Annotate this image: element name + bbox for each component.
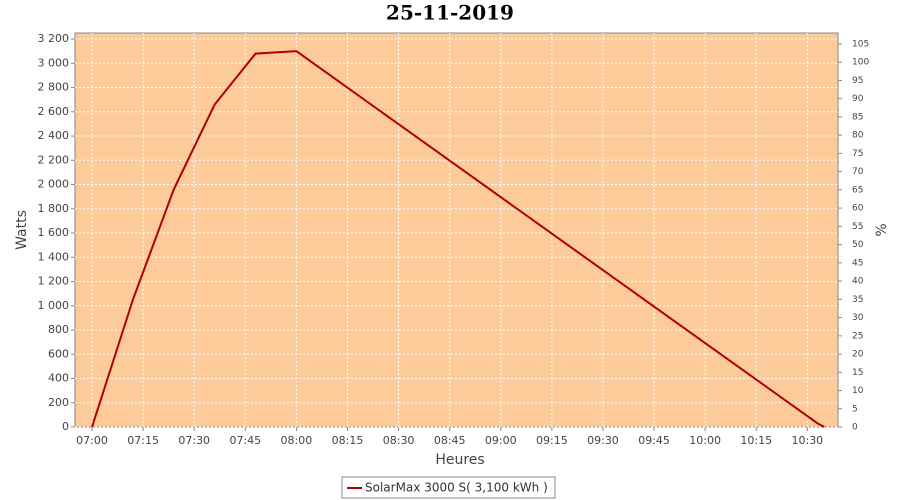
y2-tick-label: 15: [852, 368, 863, 378]
x-tick-label: 08:45: [434, 434, 466, 447]
x-tick-label: 08:30: [383, 434, 415, 447]
y2-tick-label: 70: [852, 167, 864, 177]
y-tick-label: 0: [62, 420, 69, 433]
y-tick-label: 1 600: [38, 226, 70, 239]
y-tick-label: 2 400: [38, 129, 70, 142]
x-tick-label: 07:45: [229, 434, 261, 447]
y2-tick-label: 25: [852, 331, 863, 341]
y-axis-title: Watts: [14, 210, 30, 250]
y-tick-label: 2 000: [38, 178, 70, 191]
y2-tick-label: 50: [852, 240, 864, 250]
x-tick-label: 07:00: [76, 434, 108, 447]
y2-tick-label: 45: [852, 258, 863, 268]
legend-box: [341, 476, 556, 499]
y2-tick-label: 95: [852, 76, 863, 86]
x-tick-label: 07:15: [127, 434, 159, 447]
x-tick-label: 09:15: [536, 434, 568, 447]
y2-tick-label: 105: [852, 39, 869, 49]
y2-axis-title: %: [874, 223, 890, 236]
y-tick-label: 3 200: [38, 32, 70, 45]
y-tick-label: 2 600: [38, 105, 70, 118]
y-tick-label: 800: [48, 323, 69, 336]
y2-tick-label: 0: [852, 423, 858, 433]
x-tick-label: 10:30: [791, 434, 823, 447]
chart-title: 25-11-2019: [386, 1, 514, 25]
x-tick-label: 09:45: [638, 434, 670, 447]
y2-tick-label: 75: [852, 149, 863, 159]
y2-tick-label: 40: [852, 277, 864, 287]
y-tick-label: 400: [48, 372, 69, 385]
y2-tick-label: 5: [852, 404, 858, 414]
y-tick-label: 2 200: [38, 153, 70, 166]
legend-label: SolarMax 3000 S( 3,100 kWh ): [365, 481, 548, 495]
y-tick-label: 3 000: [38, 56, 70, 69]
y2-tick-label: 85: [852, 112, 863, 122]
x-tick-label: 08:00: [281, 434, 313, 447]
y2-tick-label: 20: [852, 350, 864, 360]
x-tick-label: 10:15: [740, 434, 772, 447]
y2-tick-label: 60: [852, 204, 864, 214]
x-axis-title: Heures: [435, 452, 484, 468]
y2-tick-label: 35: [852, 295, 863, 305]
y-tick-label: 200: [48, 396, 69, 409]
y-tick-label: 2 800: [38, 81, 70, 94]
y2-tick-label: 65: [852, 185, 863, 195]
y-tick-label: 600: [48, 347, 69, 360]
x-tick-label: 08:15: [332, 434, 364, 447]
line-series: [91, 50, 825, 428]
y2-tick-label: 30: [852, 313, 864, 323]
y-tick-label: 1 200: [38, 275, 70, 288]
plot-area: [74, 32, 839, 428]
y-tick-label: 1 800: [38, 202, 70, 215]
y2-tick-label: 10: [852, 386, 864, 396]
x-tick-label: 07:30: [178, 434, 210, 447]
y2-tick-label: 100: [852, 58, 869, 68]
x-tick-label: 10:00: [689, 434, 721, 447]
y2-tick-label: 80: [852, 131, 864, 141]
y2-tick-label: 55: [852, 222, 863, 232]
y-tick-label: 1 000: [38, 299, 70, 312]
x-tick-label: 09:00: [485, 434, 517, 447]
y2-tick-label: 90: [852, 94, 864, 104]
y-tick-label: 1 400: [38, 250, 70, 263]
x-tick-label: 09:30: [587, 434, 619, 447]
